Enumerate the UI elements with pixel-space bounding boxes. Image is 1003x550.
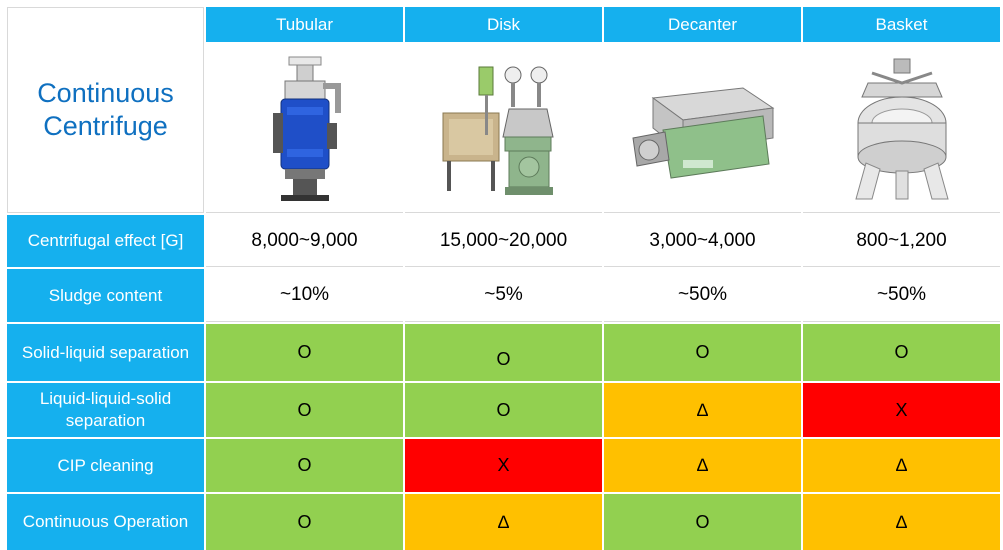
solid-liquid-tubular: O — [206, 324, 403, 381]
sludge-content-tubular: ~10% — [206, 269, 403, 322]
cip-basket: ∆ — [803, 439, 1000, 492]
cip-decanter: ∆ — [604, 439, 801, 492]
solid-liquid-basket: O — [803, 324, 1000, 381]
decanter-centrifuge-photo — [604, 44, 801, 213]
title-text: Continuous Centrifuge — [37, 78, 174, 141]
row-label-centrifugal-effect: Centrifugal effect [G] — [7, 215, 204, 267]
table-title: Continuous Centrifuge — [7, 7, 204, 213]
header-disk: Disk — [405, 7, 602, 42]
row-label-solid-liquid-separation: Solid-liquid separation — [7, 324, 204, 381]
centrifugal-effect-disk: 15,000~20,000 — [405, 215, 602, 267]
continuous-tubular: O — [206, 494, 403, 550]
sludge-content-disk: ~5% — [405, 269, 602, 322]
row-label-liquid-liquid-solid-separation: Liquid-liquid-solid separation — [7, 383, 204, 437]
row-label-sludge-content: Sludge content — [7, 269, 204, 322]
centrifugal-effect-tubular: 8,000~9,000 — [206, 215, 403, 267]
continuous-decanter: O — [604, 494, 801, 550]
centrifugal-effect-decanter: 3,000~4,000 — [604, 215, 801, 267]
disk-centrifuge-photo — [405, 44, 602, 213]
header-tubular: Tubular — [206, 7, 403, 42]
header-basket: Basket — [803, 7, 1000, 42]
sludge-content-basket: ~50% — [803, 269, 1000, 322]
basket-centrifuge-photo — [803, 44, 1000, 213]
lls-disk: O — [405, 383, 602, 437]
sludge-content-decanter: ~50% — [604, 269, 801, 322]
cip-tubular: O — [206, 439, 403, 492]
lls-decanter: ∆ — [604, 383, 801, 437]
cip-disk: X — [405, 439, 602, 492]
solid-liquid-disk: O — [405, 324, 602, 381]
comparison-table: Continuous Centrifuge Tubular Disk Decan… — [7, 7, 1000, 550]
continuous-basket: ∆ — [803, 494, 1000, 550]
tubular-centrifuge-photo — [206, 44, 403, 213]
solid-liquid-decanter: O — [604, 324, 801, 381]
centrifugal-effect-basket: 800~1,200 — [803, 215, 1000, 267]
header-decanter: Decanter — [604, 7, 801, 42]
lls-tubular: O — [206, 383, 403, 437]
continuous-disk: ∆ — [405, 494, 602, 550]
row-label-cip-cleaning: CIP cleaning — [7, 439, 204, 492]
lls-basket: X — [803, 383, 1000, 437]
row-label-continuous-operation: Continuous Operation — [7, 494, 204, 550]
